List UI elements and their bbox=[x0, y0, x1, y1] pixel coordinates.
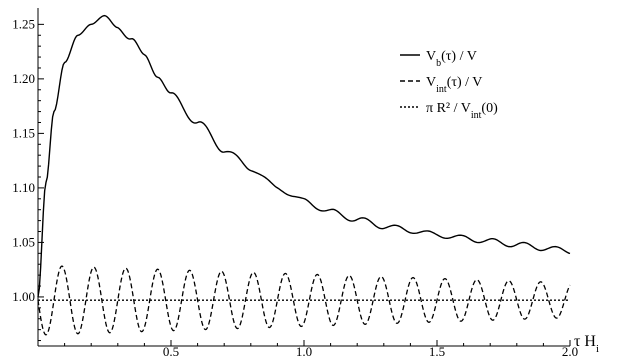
y-tick-label: 1.05 bbox=[12, 234, 35, 249]
legend-item-vint-label: Vint(τ) / V bbox=[426, 75, 482, 95]
series-layer bbox=[37, 14, 571, 336]
ticks: 0.5 1.0 1.5 2.0 1.00 1.05 1.10 1.15 1.20 1.25 bbox=[12, 16, 578, 358]
x-axis-label: τ Hi bbox=[574, 333, 599, 355]
axis-labels: τ Hi bbox=[574, 333, 599, 355]
y-tick-label: 1.00 bbox=[12, 289, 35, 304]
y-tick-label: 1.15 bbox=[12, 125, 35, 140]
axes bbox=[37, 8, 570, 347]
x-tick-label: 2.0 bbox=[562, 344, 578, 358]
x-tick-label: 1.0 bbox=[296, 344, 312, 358]
x-tick-label: 1.5 bbox=[429, 344, 445, 358]
series-vint-line bbox=[37, 265, 571, 336]
x-tick-label: 0.5 bbox=[163, 344, 179, 358]
legend: Vb(τ) / V Vint(τ) / V π R² / Vint(0) bbox=[400, 49, 498, 121]
series-vb-line bbox=[37, 14, 571, 298]
y-tick-label: 1.10 bbox=[12, 180, 35, 195]
legend-item-piR2-label: π R² / Vint(0) bbox=[426, 101, 498, 121]
y-tick-label: 1.25 bbox=[12, 16, 35, 31]
legend-item-vb-label: Vb(τ) / V bbox=[426, 49, 477, 69]
y-tick-label: 1.20 bbox=[12, 71, 35, 86]
